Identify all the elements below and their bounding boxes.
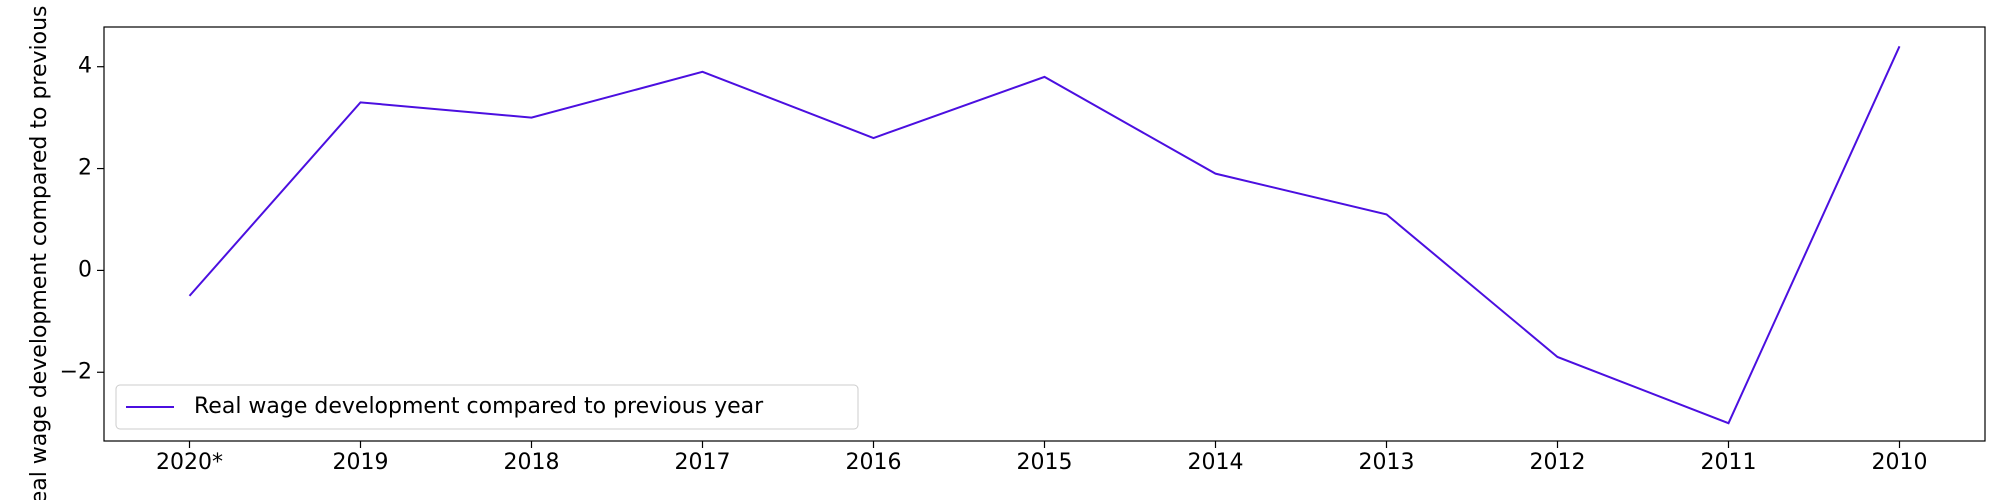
x-tick-label: 2020* — [156, 450, 223, 475]
y-tick-label: 2 — [78, 156, 92, 181]
plot-frame — [103, 26, 1986, 442]
x-tick-label: 2018 — [504, 450, 560, 475]
data-line — [188, 45, 1901, 425]
x-tick-label: 2015 — [1017, 450, 1073, 475]
x-tick-label: 2012 — [1530, 450, 1586, 475]
y-tick-label: −2 — [60, 359, 92, 384]
y-tick-label: 0 — [78, 257, 92, 282]
x-tick-label: 2011 — [1701, 450, 1757, 475]
y-axis-label: Real wage development compared to previo… — [27, 0, 52, 500]
x-tick-label: 2019 — [333, 450, 389, 475]
legend-box — [115, 384, 859, 430]
x-tick-label: 2010 — [1872, 450, 1928, 475]
x-tick-label: 2013 — [1359, 450, 1415, 475]
y-tick-label: 4 — [78, 54, 92, 79]
x-tick-label: 2017 — [675, 450, 731, 475]
x-tick-label: 2016 — [846, 450, 902, 475]
legend-label: Real wage development compared to previo… — [194, 394, 764, 419]
x-tick-label: 2014 — [1188, 450, 1244, 475]
